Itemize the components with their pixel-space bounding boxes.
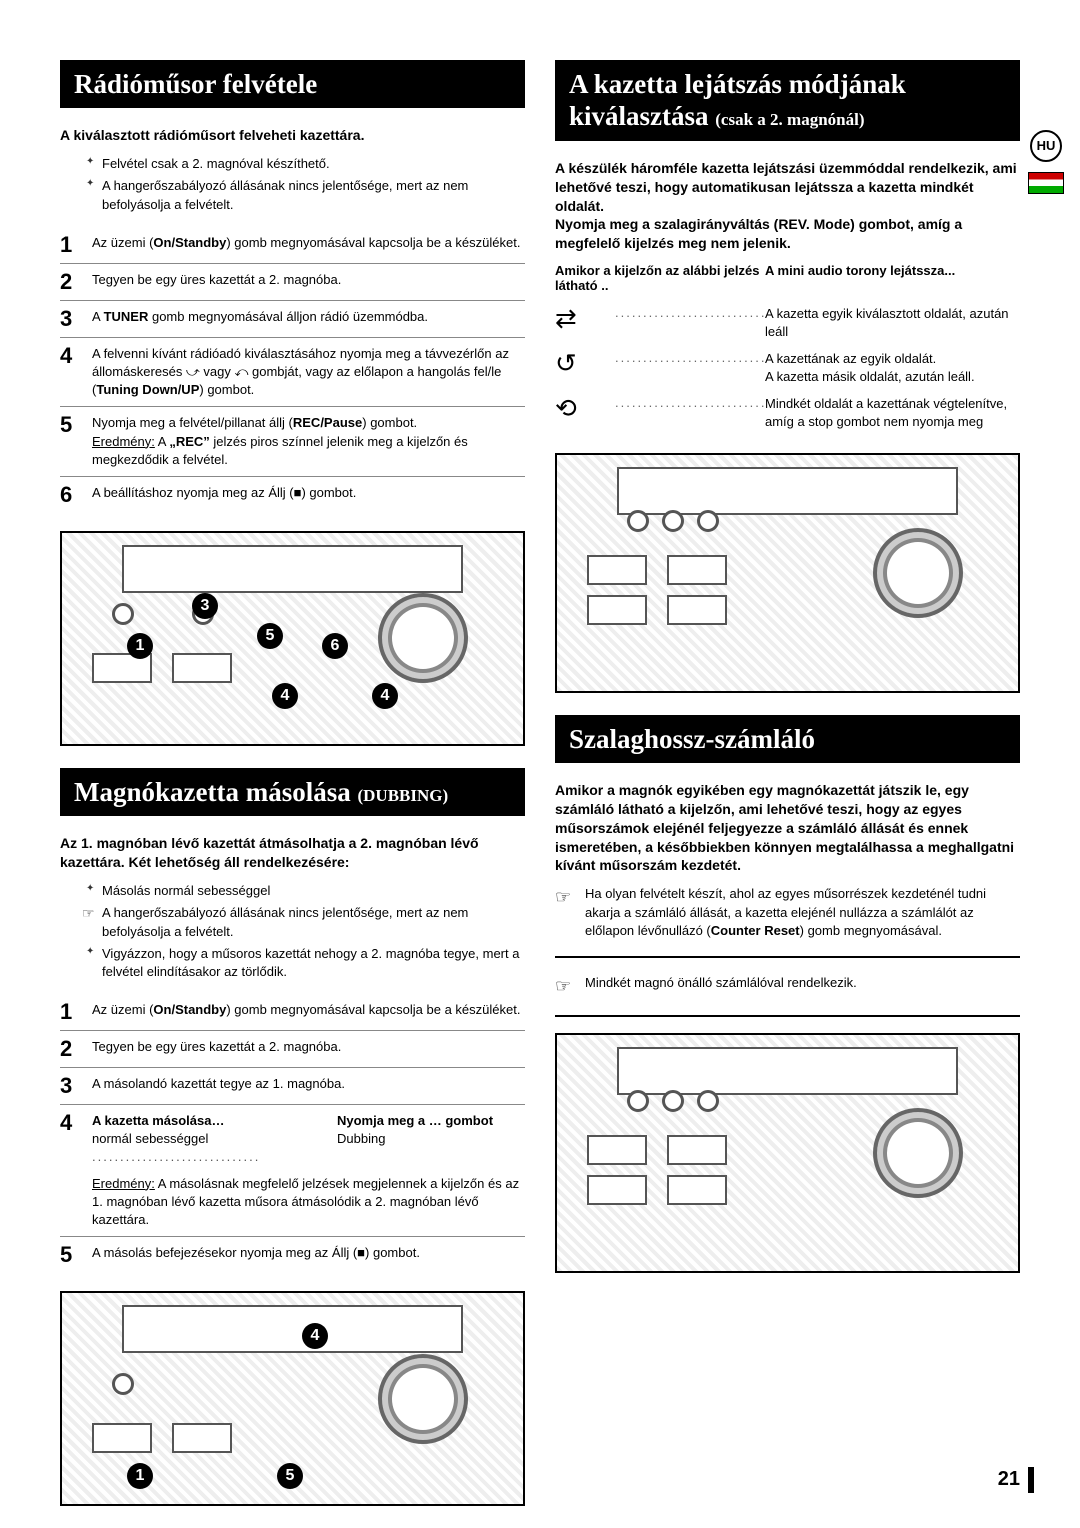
playmode-title-sub: (csak a 2. magnónál) [715,110,864,129]
step-item: 2Tegyen be egy üres kazettát a 2. magnób… [60,1038,525,1068]
playmode-intro: A készülék háromféle kazetta lejátszási … [555,159,1020,253]
divider [555,1015,1020,1017]
device-illustration-2: 4 1 5 [60,1291,525,1506]
step-body: A kazetta másolása…Nyomja meg a … gombot… [92,1112,525,1229]
step-item: 3A másolandó kazettát tegye az 1. magnób… [60,1075,525,1105]
dub-table-r2: Dubbing [337,1130,525,1166]
bullet-item: A hangerőszabályozó állásának nincs jele… [86,177,525,213]
step-number: 3 [60,1075,92,1097]
step-body: Az üzemi (On/Standby) gomb megnyomásával… [92,234,525,256]
step-body: Nyomja meg a felvétel/pillanat állj (REC… [92,414,525,469]
radio-bullets: Felvétel csak a 2. magnóval készíthető. A… [86,155,525,214]
step-item: 3A TUNER gomb megnyomásával álljon rádió… [60,308,525,338]
mode-row: ⇄............................A kazetta e… [555,305,1020,340]
step-number: 4 [60,345,92,400]
page-number-bar [1028,1467,1034,1493]
note-text: Ha olyan felvételt készít, ahol az egyes… [585,885,1020,940]
language-badge: HU [1030,130,1062,162]
dubbing-bullets: Másolás normál sebességgel A hangerőszabá… [86,882,525,981]
page-number: 21 [998,1468,1020,1491]
dub-step-after: Eredmény: A másolásnak megfelelő jelzése… [92,1175,525,1230]
section-title-playmode: A kazetta lejátszás módjának kiválasztás… [555,60,1020,141]
section-title-counter: Szalaghossz-számláló [555,715,1020,763]
mode-dots: ............................ [615,305,765,320]
dubbing-title-sub: (DUBBING) [357,786,448,805]
step-item: 1Az üzemi (On/Standby) gomb megnyomásáva… [60,234,525,264]
mode-header-2: A mini audio torony lejátssza... [765,263,1020,293]
mode-row: ⟲............................Mindkét old… [555,395,1020,430]
note-text: Mindkét magnó önálló számlálóval rendelk… [585,974,1020,999]
dub-table-h2: Nyomja meg a … gombot [337,1112,525,1130]
step-item: 6A beállításhoz nyomja meg az Állj (■) g… [60,484,525,513]
step-number: 1 [60,1001,92,1023]
bullet-item: Felvétel csak a 2. magnóval készíthető. [86,155,525,173]
playmode-title-l2: kiválasztása [569,101,715,131]
step-body: Az üzemi (On/Standby) gomb megnyomásával… [92,1001,525,1023]
dubbing-intro: Az 1. magnóban lévő kazettát átmásolhatj… [60,834,525,872]
mode-icon: ⟲ [555,395,615,421]
radio-intro: A kiválasztott rádióműsort felveheti kaz… [60,126,525,145]
step-number: 2 [60,1038,92,1060]
flag-badge [1028,172,1064,194]
section-title-dubbing: Magnókazetta másolása (DUBBING) [60,768,525,816]
mode-dots: ............................ [615,350,765,365]
counter-intro: Amikor a magnók egyikében egy magnókazet… [555,781,1020,875]
step-body: A felvenni kívánt rádióadó kiválasztásáh… [92,345,525,400]
mode-desc: Mindkét oldalát a kazettának végtelenítv… [765,395,1020,430]
mode-desc: A kazettának az egyik oldalát.A kazetta … [765,350,1020,385]
step-item: 5Nyomja meg a felvétel/pillanat állj (RE… [60,414,525,477]
hand-icon: ☞ [555,885,585,940]
step-number: 4 [60,1112,92,1229]
step-item: 2Tegyen be egy üres kazettát a 2. magnób… [60,271,525,301]
mode-icon: ⇄ [555,305,615,331]
step-number: 5 [60,1244,92,1266]
device-illustration-1: 1 3 5 6 4 4 [60,531,525,746]
mode-table: Amikor a kijelzőn az alábbi jelzés látha… [555,263,1020,430]
radio-steps: 1Az üzemi (On/Standby) gomb megnyomásáva… [60,234,525,513]
step-body: Tegyen be egy üres kazettát a 2. magnóba… [92,1038,525,1060]
step-body: A TUNER gomb megnyomásával álljon rádió … [92,308,525,330]
right-column: A kazetta lejátszás módjának kiválasztás… [555,60,1020,1528]
mode-header-1: Amikor a kijelzőn az alábbi jelzés látha… [555,263,765,293]
step-number: 5 [60,414,92,469]
dub-table-h1: A kazetta másolása… [92,1112,337,1130]
mode-dots: ............................ [615,395,765,410]
dubbing-steps: 1Az üzemi (On/Standby) gomb megnyomásáva… [60,1001,525,1273]
divider [555,956,1020,958]
dubbing-title-main: Magnókazetta másolása [74,777,357,807]
page-content: Rádióműsor felvétele A kiválasztott rádi… [60,60,1020,1528]
step-number: 6 [60,484,92,506]
step-item: 1Az üzemi (On/Standby) gomb megnyomásáva… [60,1001,525,1031]
step-body: A beállításhoz nyomja meg az Állj (■) go… [92,484,525,506]
left-column: Rádióműsor felvétele A kiválasztott rádi… [60,60,525,1528]
playmode-title-l1: A kazetta lejátszás módjának [569,69,906,99]
device-illustration-4 [555,1033,1020,1273]
bullet-item: A hangerőszabályozó állásának nincs jele… [86,904,525,940]
mode-row: ↺............................A kazettána… [555,350,1020,385]
step-body: Tegyen be egy üres kazettát a 2. magnóba… [92,271,525,293]
bullet-item: Vigyázzon, hogy a műsoros kazettát nehog… [86,945,525,981]
section-title-radio: Rádióműsor felvétele [60,60,525,108]
step-number: 1 [60,234,92,256]
step-item: 4A felvenni kívánt rádióadó kiválasztásá… [60,345,525,408]
hand-note: ☞Mindkét magnó önálló számlálóval rendel… [555,974,1020,999]
step-number: 3 [60,308,92,330]
step-body: A másolandó kazettát tegye az 1. magnóba… [92,1075,525,1097]
mode-icon: ↺ [555,350,615,376]
bullet-item: Másolás normál sebességgel [86,882,525,900]
device-illustration-3 [555,453,1020,693]
step-number: 2 [60,271,92,293]
dub-table-r1: normál sebességgel .....................… [92,1130,337,1166]
step-body: A másolás befejezésekor nyomja meg az Ál… [92,1244,525,1266]
hand-note: ☞Ha olyan felvételt készít, ahol az egye… [555,885,1020,940]
step-item: 4A kazetta másolása…Nyomja meg a … gombo… [60,1112,525,1237]
step-item: 5A másolás befejezésekor nyomja meg az Á… [60,1244,525,1273]
mode-desc: A kazetta egyik kiválasztott oldalát, az… [765,305,1020,340]
hand-icon: ☞ [555,974,585,999]
